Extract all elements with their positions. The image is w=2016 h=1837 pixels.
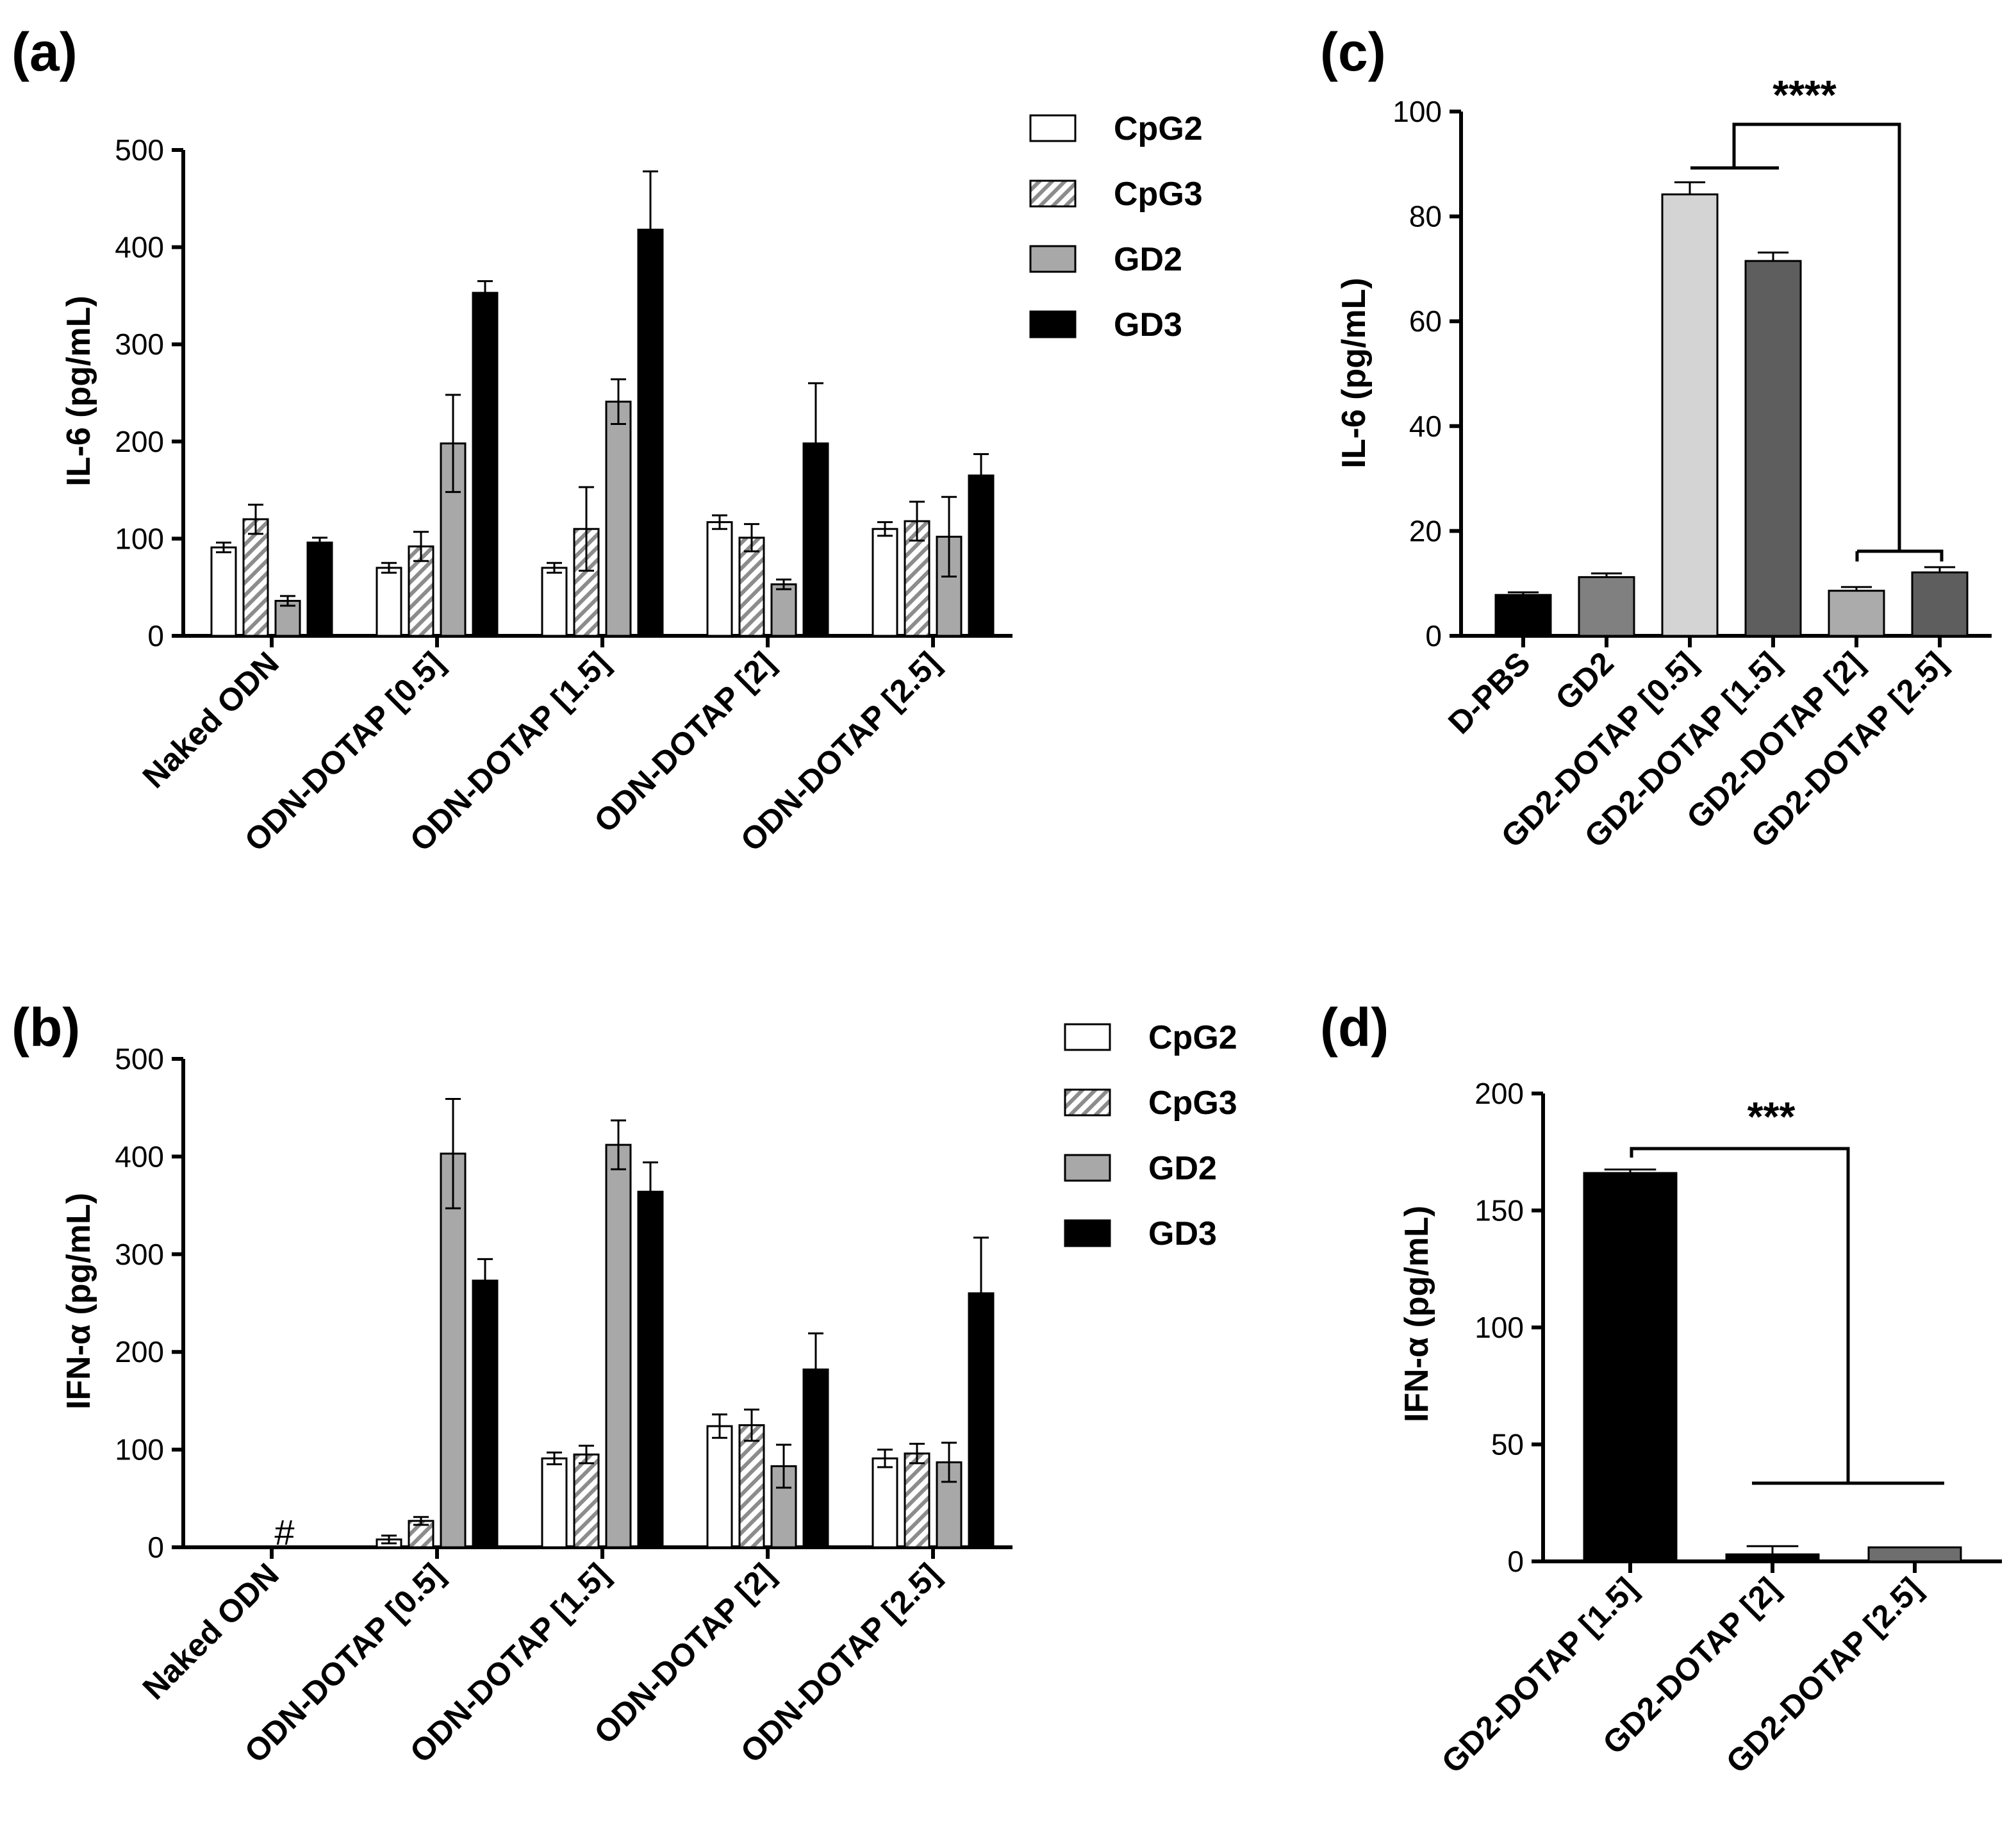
y-tick-label: 0 bbox=[147, 1531, 164, 1564]
panel-label-a: (a) bbox=[12, 22, 78, 82]
y-axis-title-a: IL-6 (pg/mL) bbox=[60, 295, 97, 486]
bar bbox=[1583, 1172, 1678, 1563]
y-tick-label: 400 bbox=[115, 1140, 164, 1173]
significance-bracket-c bbox=[1690, 122, 1944, 561]
bar-gd2 bbox=[605, 401, 632, 637]
y-tick-label: 50 bbox=[1491, 1428, 1524, 1461]
bar bbox=[1661, 193, 1719, 637]
bar-gd3 bbox=[802, 1368, 829, 1549]
y-tick-label: 150 bbox=[1475, 1194, 1524, 1227]
significance-label-d: *** bbox=[1747, 1093, 1796, 1140]
significance-label-c: **** bbox=[1772, 72, 1837, 118]
legend-b-swatch-gd2 bbox=[1064, 1154, 1111, 1182]
y-tick-label: 100 bbox=[1392, 95, 1442, 128]
bar-gd3 bbox=[472, 292, 499, 637]
bar-cpg3 bbox=[738, 1424, 765, 1549]
legend-a-label-gd2: GD2 bbox=[1114, 241, 1182, 278]
bar-gd2 bbox=[605, 1143, 632, 1549]
x-tick-label: D-PBS bbox=[1441, 645, 1537, 741]
y-tick-label: 300 bbox=[115, 328, 164, 361]
legend-a-label-cpg2: CpG2 bbox=[1114, 110, 1203, 147]
bar-cpg2 bbox=[706, 521, 733, 637]
bar-gd3 bbox=[637, 228, 664, 637]
y-tick-label: 60 bbox=[1409, 304, 1442, 338]
bar-cpg2 bbox=[541, 567, 568, 637]
legend-a-swatch-gd3 bbox=[1029, 310, 1077, 338]
bar-cpg2 bbox=[872, 528, 898, 637]
x-tick-label: ODN-DOTAP [2] bbox=[587, 1556, 781, 1750]
legend-b: CpG2 CpG3 GD2 GD3 bbox=[1064, 1019, 1237, 1252]
legend-a-swatch-cpg3 bbox=[1029, 179, 1077, 208]
legend-a-swatch-cpg2 bbox=[1029, 114, 1077, 142]
bar-gd3 bbox=[802, 442, 829, 637]
bar-gd3 bbox=[472, 1279, 499, 1549]
panel-label-c: (c) bbox=[1320, 22, 1386, 82]
x-tick-label: ODN-DOTAP [2] bbox=[587, 645, 781, 839]
y-tick-label: 200 bbox=[1475, 1077, 1524, 1110]
y-axis-title-d: IFN-α (pg/mL) bbox=[1398, 1206, 1435, 1422]
bar-cpg2 bbox=[376, 567, 402, 637]
legend-b-label-gd3: GD3 bbox=[1148, 1215, 1217, 1252]
significance-bracket-d bbox=[1630, 1147, 1944, 1485]
legend-b-swatch-cpg3 bbox=[1064, 1088, 1111, 1117]
x-tick-label: Naked ODN bbox=[136, 1556, 286, 1706]
bar-gd2 bbox=[440, 1152, 467, 1549]
y-tick-label: 0 bbox=[1425, 619, 1442, 653]
bar-cpg2 bbox=[541, 1457, 568, 1549]
bar bbox=[1911, 571, 1969, 637]
y-tick-label: 40 bbox=[1409, 410, 1442, 443]
bar bbox=[1744, 260, 1802, 637]
bar-gd3 bbox=[637, 1190, 664, 1549]
legend-b-swatch-gd3 bbox=[1064, 1219, 1111, 1247]
bar bbox=[1494, 594, 1552, 637]
y-tick-label: 300 bbox=[115, 1238, 164, 1271]
bar-gd3 bbox=[306, 541, 333, 637]
y-tick-label: 500 bbox=[115, 1042, 164, 1076]
y-axis-title-b: IFN-α (pg/mL) bbox=[60, 1193, 97, 1409]
bar bbox=[1828, 590, 1885, 637]
bar-cpg2 bbox=[210, 546, 237, 637]
legend-b-label-gd2: GD2 bbox=[1148, 1150, 1217, 1187]
y-tick-label: 100 bbox=[115, 1433, 164, 1467]
x-tick-label: Naked ODN bbox=[136, 645, 286, 795]
legend-a: CpG2 CpG3 GD2 GD3 bbox=[1029, 110, 1203, 344]
legend-a-swatch-gd2 bbox=[1029, 245, 1077, 273]
panel-label-b: (b) bbox=[12, 997, 80, 1058]
y-tick-label: 200 bbox=[115, 1335, 164, 1368]
legend-b-label-cpg3: CpG3 bbox=[1148, 1085, 1237, 1122]
y-tick-label: 80 bbox=[1409, 200, 1442, 233]
y-tick-label: 400 bbox=[115, 231, 164, 264]
legend-b-label-cpg2: CpG2 bbox=[1148, 1019, 1237, 1056]
bar bbox=[1578, 576, 1635, 637]
bar-cpg2 bbox=[872, 1457, 898, 1549]
bar-cpg3 bbox=[738, 536, 765, 637]
y-tick-label: 0 bbox=[1507, 1545, 1524, 1578]
y-tick-label: 20 bbox=[1409, 514, 1442, 547]
x-tick-label: GD2 bbox=[1548, 645, 1620, 717]
legend-a-label-gd3: GD3 bbox=[1114, 306, 1182, 344]
bar-gd3 bbox=[968, 1292, 995, 1549]
y-tick-label: 200 bbox=[115, 425, 164, 458]
bar-cpg3 bbox=[573, 1453, 600, 1549]
y-tick-label: 100 bbox=[115, 522, 164, 555]
y-tick-label: 0 bbox=[147, 619, 164, 653]
bar bbox=[1725, 1553, 1820, 1563]
bar-gd2 bbox=[770, 583, 797, 637]
y-tick-label: 500 bbox=[115, 133, 164, 167]
bar-gd3 bbox=[968, 474, 995, 637]
bar-cpg2 bbox=[706, 1425, 733, 1549]
y-axis-title-c: IL-6 (pg/mL) bbox=[1335, 278, 1373, 469]
legend-a-label-cpg3: CpG3 bbox=[1114, 176, 1203, 213]
y-tick-label: 100 bbox=[1475, 1311, 1524, 1344]
legend-b-swatch-cpg2 bbox=[1064, 1023, 1111, 1051]
panel-label-d: (d) bbox=[1320, 997, 1389, 1058]
bar bbox=[1867, 1546, 1962, 1563]
bar-cpg3 bbox=[242, 518, 269, 637]
bar-cpg3 bbox=[904, 1452, 930, 1549]
